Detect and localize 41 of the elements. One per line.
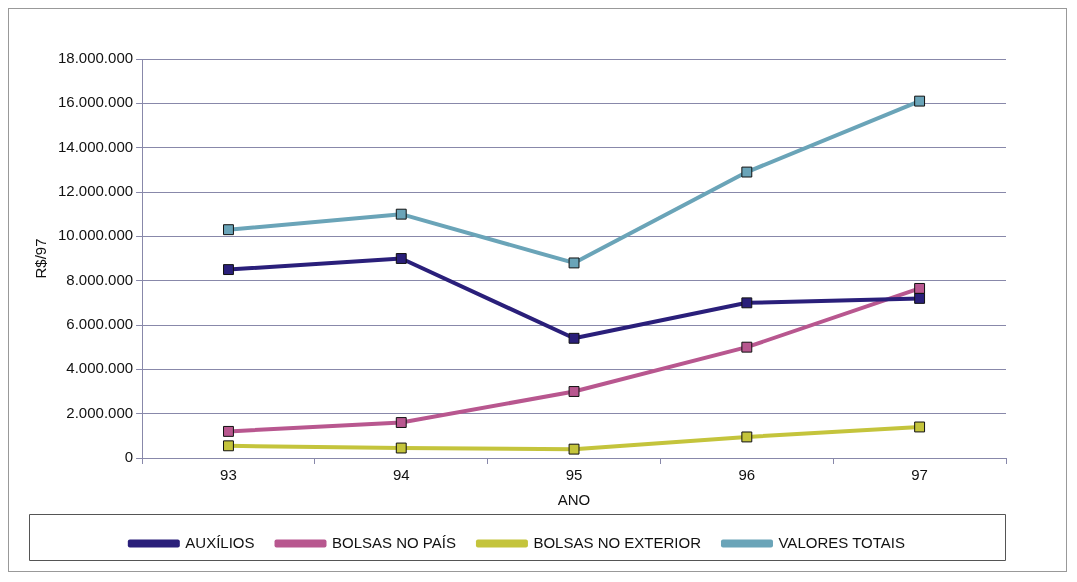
point: [223, 264, 234, 276]
point: [223, 425, 234, 437]
y-axis-title: R$/97: [32, 238, 50, 279]
point: [568, 332, 580, 344]
legend-label: BOLSAS NO EXTERIOR: [533, 533, 702, 551]
x-tick-label: 94: [392, 466, 410, 484]
legend-label: AUXÍLIOS: [185, 533, 255, 551]
point: [395, 417, 407, 428]
point: [223, 224, 234, 236]
y-tick-label: 4.000.000: [66, 359, 134, 377]
y-tick-label: 8.000.000: [66, 270, 134, 288]
point: [568, 257, 580, 269]
x-tick-label: 95: [565, 466, 583, 484]
y-tick-label: 12.000.000: [58, 182, 134, 200]
point: [914, 95, 926, 107]
point: [741, 431, 753, 443]
x-axis-title: ANO: [557, 491, 591, 509]
point: [914, 282, 926, 294]
y-tick-label: 6.000.000: [66, 315, 134, 333]
legend-label: VALORES TOTAIS: [778, 533, 905, 551]
point: [914, 421, 926, 433]
point: [741, 166, 753, 178]
point: [914, 292, 926, 304]
point: [395, 442, 407, 454]
legend-label: BOLSAS NO PAÍS: [332, 533, 456, 551]
y-tick-label: 10.000.000: [58, 226, 134, 244]
point: [568, 386, 580, 397]
point: [741, 341, 753, 353]
y-tick-label: 16.000.000: [58, 93, 134, 111]
x-tick-label: 93: [220, 466, 237, 484]
y-tick-label: 18.000.000: [58, 49, 134, 67]
point: [395, 253, 407, 264]
point: [223, 440, 234, 452]
x-tick-label: 97: [911, 466, 928, 484]
point: [741, 297, 753, 309]
y-tick-label: 0: [124, 448, 134, 466]
y-tick-label: 14.000.000: [58, 137, 134, 155]
point: [568, 443, 580, 455]
x-tick-label: 96: [738, 466, 756, 484]
point: [395, 208, 407, 220]
y-tick-label: 2.000.000: [66, 403, 134, 421]
